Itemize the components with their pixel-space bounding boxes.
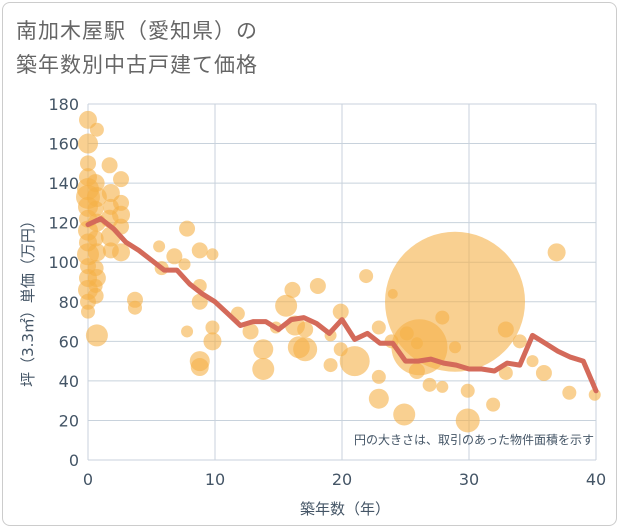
x-tick-label: 0: [83, 470, 93, 489]
chart-title: 南加木屋駅（愛知県）の 築年数別中古戸建て価格: [16, 14, 258, 82]
bubble-point: [284, 281, 301, 298]
bubble-point: [253, 339, 274, 360]
bubble-point: [385, 231, 526, 372]
bubble-point: [449, 341, 462, 354]
bubble-point: [87, 200, 104, 217]
bubble-point: [393, 403, 416, 426]
bubble-point: [562, 385, 577, 400]
y-tick-label: 0: [69, 451, 79, 470]
bubble-point: [486, 397, 501, 412]
bubble-point: [191, 293, 208, 310]
bubble-point: [371, 369, 386, 384]
bubble-point: [309, 277, 326, 294]
y-tick-label: 20: [59, 411, 79, 430]
bubble-point: [191, 242, 208, 259]
y-axis-label: 坪（3.3㎡）単価（万円）: [19, 213, 37, 387]
grid-lines: [87, 103, 597, 461]
bubble-point: [112, 243, 131, 262]
chart-frame: [2, 2, 617, 526]
bubble-point: [205, 320, 220, 335]
bubble-point: [87, 243, 106, 262]
bubble-point: [127, 300, 142, 315]
bubble-point: [178, 258, 191, 271]
bubble-point: [293, 337, 318, 362]
bubble-point: [547, 243, 566, 262]
bubble-point: [460, 383, 475, 398]
y-axis-ticks: 0 20 40 60 80 100 120 140 160 180: [48, 95, 79, 470]
bubble-point: [206, 248, 219, 261]
bubbles: [76, 110, 601, 433]
y-tick-label: 140: [48, 174, 79, 193]
bubble-point: [323, 358, 338, 373]
bubble-point: [297, 321, 314, 338]
bubble-point: [526, 355, 539, 368]
bubble-point: [179, 220, 196, 237]
bubble-point: [190, 358, 209, 377]
bubble-point: [252, 358, 275, 381]
y-tick-label: 40: [59, 372, 79, 391]
size-note: 円の大きさは、取引のあった物件面積を示す: [354, 432, 594, 447]
bubble-point: [78, 133, 98, 154]
bubble-point: [498, 365, 513, 380]
y-tick-label: 60: [59, 332, 79, 351]
bubble-point: [359, 269, 374, 284]
y-tick-label: 160: [48, 135, 79, 154]
bubble-point: [87, 269, 106, 288]
bubble-point: [455, 408, 480, 433]
y-tick-label: 120: [48, 214, 79, 233]
chart-title-line-2: 築年数別中古戸建て価格: [16, 53, 258, 77]
x-axis-ticks: 0 10 20 30 40: [83, 470, 606, 489]
bubble-point: [339, 346, 370, 377]
bubble-point: [242, 323, 259, 340]
x-tick-label: 40: [586, 470, 606, 489]
bubble-point: [80, 155, 96, 172]
bubble-point: [113, 171, 130, 188]
bubble-point: [371, 320, 386, 335]
x-tick-label: 30: [459, 470, 479, 489]
bubble-point: [112, 205, 131, 224]
bubble-point: [181, 325, 194, 338]
x-tick-label: 10: [205, 470, 225, 489]
bubble-point: [81, 304, 95, 319]
bubble-point: [89, 122, 104, 137]
bubble-point: [497, 321, 514, 338]
bubble-point: [368, 388, 389, 409]
y-tick-label: 80: [59, 293, 79, 312]
chart-title-line-1: 南加木屋駅（愛知県）の: [16, 19, 258, 43]
y-tick-label: 100: [48, 253, 79, 272]
bubble-point: [512, 334, 527, 349]
bubble-point: [422, 377, 437, 392]
bubble-point: [535, 364, 552, 381]
bubble-point: [436, 380, 449, 393]
x-axis-label: 築年数（年）: [300, 500, 390, 518]
bubble-point: [332, 303, 349, 320]
average-line: [85, 216, 599, 394]
y-tick-label: 180: [48, 95, 79, 114]
bubble-point: [153, 240, 166, 253]
bubble-point: [87, 287, 104, 304]
bubble-point: [275, 294, 298, 317]
x-tick-label: 20: [332, 470, 352, 489]
bubble-point: [87, 230, 104, 247]
bubble-point: [203, 332, 222, 351]
bubble-point: [101, 157, 118, 174]
bubble-point: [166, 248, 183, 265]
bubble-point: [85, 324, 108, 347]
